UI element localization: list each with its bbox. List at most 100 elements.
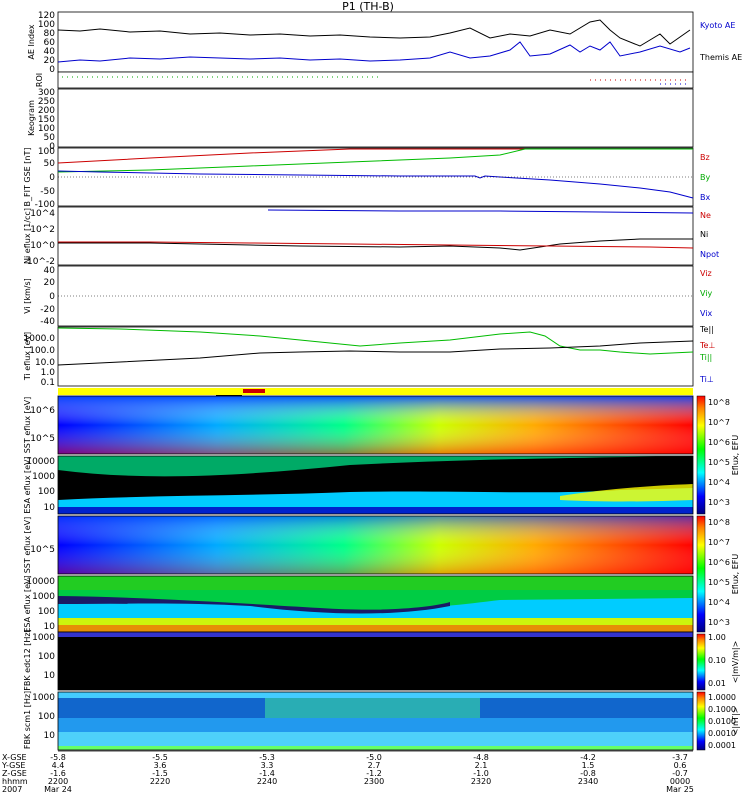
svg-text:2300: 2300: [364, 777, 384, 786]
svg-text:10^5: 10^5: [708, 458, 730, 467]
legend-viz: Viz: [700, 269, 712, 278]
svg-text:0: 0: [49, 292, 55, 302]
te-par-line: [57, 340, 694, 366]
svg-text:10.0: 10.0: [35, 358, 55, 368]
bfield-ticks: 100 50 0 -50 -100: [35, 147, 56, 210]
svg-text:2.7: 2.7: [368, 761, 381, 770]
svg-text:10^7: 10^7: [708, 538, 730, 547]
fbk-edc12-ylabel: FBK edc12 [Hz]: [23, 629, 32, 690]
svg-text:-1.5: -1.5: [152, 769, 168, 778]
legend-ne: Ne: [700, 211, 711, 220]
svg-text:4.4: 4.4: [52, 761, 65, 770]
time-axis: X-GSE Y-GSE Z-GSE hhmm 2007 -5.8 4.4 -1.…: [1, 750, 694, 794]
svg-text:1000: 1000: [32, 472, 55, 482]
svg-text:200: 200: [38, 106, 55, 116]
svg-text:Y-GSE: Y-GSE: [1, 761, 25, 770]
legend-ti-perp: Ti⊥: [699, 375, 714, 384]
time-axis-row-labels: X-GSE Y-GSE Z-GSE hhmm 2007: [1, 753, 28, 794]
time-axis-col-4: -4.8 2.1 -1.0 2320: [471, 753, 491, 786]
svg-text:100.0: 100.0: [29, 346, 55, 356]
sst-ion-ylabel: SST eflux [eV]: [23, 397, 32, 454]
time-axis-col-6: -3.7 0.6 -0.7 0000 Mar 25: [666, 753, 694, 794]
svg-text:-50: -50: [40, 187, 55, 197]
svg-text:Mar 24: Mar 24: [44, 785, 72, 794]
svg-text:0.0100: 0.0100: [708, 717, 736, 726]
svg-text:0: 0: [49, 65, 55, 75]
velocity-ylabel: Vi [km/s]: [23, 278, 32, 314]
svg-text:2220: 2220: [150, 777, 170, 786]
kyoto-ae-line: [57, 19, 691, 47]
svg-text:40: 40: [44, 47, 56, 57]
svg-text:-1.4: -1.4: [259, 769, 275, 778]
svg-text:300: 300: [38, 88, 55, 98]
colorbar-eflux-1: Eflux, EFU 10^8 10^7 10^6 10^5 10^4 10^3: [696, 395, 740, 515]
esa-electron-ylabel: ESA eflux [eV]: [23, 575, 32, 632]
svg-text:10^6: 10^6: [708, 438, 730, 447]
npot-line: [267, 209, 694, 214]
bz-line: [57, 148, 693, 164]
svg-text:10: 10: [44, 622, 56, 632]
ti-par-line: [57, 327, 694, 355]
svg-text:0.0010: 0.0010: [708, 729, 736, 738]
svg-text:1.0: 1.0: [41, 368, 56, 378]
svg-text:10^7: 10^7: [708, 418, 730, 427]
svg-text:100: 100: [38, 147, 55, 157]
svg-text:2200: 2200: [48, 777, 68, 786]
time-axis-col-5: -4.2 1.5 -0.8 2340: [578, 753, 598, 786]
legend-npot: Npot: [700, 250, 719, 259]
svg-text:X-GSE: X-GSE: [2, 753, 27, 762]
svg-text:100: 100: [38, 124, 55, 134]
svg-text:-5.3: -5.3: [259, 753, 275, 762]
svg-text:-40: -40: [40, 317, 55, 327]
svg-text:3.6: 3.6: [154, 761, 167, 770]
panel-fbk-scm1: FBK scm1 [Hz] 1000 100 10: [23, 691, 694, 751]
svg-text:10^4: 10^4: [708, 478, 730, 487]
panel-velocity: Vi [km/s] 40 20 0 -20 -40 Viz Viy Vix: [23, 265, 713, 327]
ae-ticks: 120 100 80 60 40 20 0: [38, 11, 55, 75]
panel-roi: ROI: [35, 71, 694, 89]
svg-text:2240: 2240: [257, 777, 277, 786]
sst-ion-tick-0: 10^6: [30, 406, 55, 416]
legend-themis-ae: Themis AE: [699, 53, 742, 62]
legend-ni: Ni: [700, 230, 708, 239]
svg-text:3.3: 3.3: [261, 761, 274, 770]
temp-ylabel: Ti eflux [eV]: [23, 332, 32, 381]
svg-text:2340: 2340: [578, 777, 598, 786]
svg-text:10000: 10000: [26, 457, 55, 467]
themis-ae-line: [57, 41, 691, 63]
svg-text:0.01: 0.01: [708, 679, 726, 688]
ni-line: [58, 238, 693, 251]
time-axis-col-1: -5.5 3.6 -1.5 2220: [150, 753, 170, 786]
temp-ticks: 1000.0 100.0 10.0 1.0 0.1: [24, 334, 56, 388]
svg-text:-5.0: -5.0: [366, 753, 382, 762]
legend-by: By: [700, 173, 710, 182]
svg-text:0.0001: 0.0001: [708, 741, 736, 750]
svg-text:10^8: 10^8: [708, 398, 730, 407]
svg-text:10^4: 10^4: [708, 598, 730, 607]
svg-text:-3.7: -3.7: [672, 753, 688, 762]
panel-bfield: B_FIT GSE [nT] 100 50 0 -50 -100 Bz By B…: [23, 147, 710, 210]
svg-text:0.1000: 0.1000: [708, 705, 736, 714]
svg-text:1.5: 1.5: [582, 761, 595, 770]
svg-text:Z-GSE: Z-GSE: [2, 769, 27, 778]
legend-ti-par: Ti||: [699, 353, 712, 362]
svg-text:20: 20: [44, 278, 56, 288]
panel-temp: Ti eflux [eV] 1000.0 100.0 10.0 1.0 0.1 …: [23, 325, 715, 388]
time-axis-col-2: -5.3 3.3 -1.4 2240: [257, 753, 277, 786]
svg-text:10^3: 10^3: [708, 618, 730, 627]
svg-text:80: 80: [44, 29, 56, 39]
svg-text:100: 100: [38, 20, 55, 30]
svg-text:<|mV/m|>: <|mV/m|>: [731, 641, 740, 684]
svg-text:-100: -100: [35, 200, 56, 210]
ae-ylabel: AE Index: [27, 24, 36, 59]
time-axis-col-3: -5.0 2.7 -1.2 2300: [364, 753, 384, 786]
velocity-ticks: 40 20 0 -20 -40: [40, 266, 55, 327]
svg-text:-1.2: -1.2: [366, 769, 382, 778]
bx-line: [57, 170, 694, 199]
svg-text:2.1: 2.1: [475, 761, 488, 770]
svg-text:50: 50: [44, 159, 56, 169]
svg-text:10^0: 10^0: [30, 241, 55, 251]
svg-text:Eflux, EFU: Eflux, EFU: [731, 435, 740, 476]
panel-density: Ni eflux [1/cc] 10^4 10^2 10^0 10^-2 Ne …: [23, 206, 719, 267]
svg-text:10^3: 10^3: [708, 498, 730, 507]
